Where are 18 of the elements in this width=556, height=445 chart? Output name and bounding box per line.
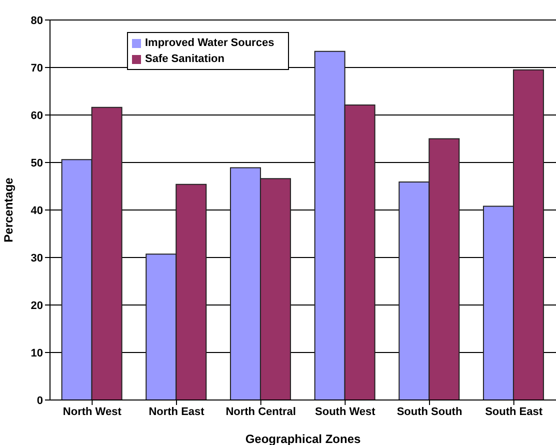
y-tick-label: 0 — [36, 394, 43, 407]
y-tick-label: 40 — [30, 204, 43, 217]
x-tick-label: South South — [396, 406, 462, 418]
legend-label: Improved Water Sources — [145, 37, 274, 49]
y-tick-label: 50 — [30, 157, 43, 170]
y-axis-title: Percentage — [1, 177, 16, 242]
x-tick-label: South East — [485, 406, 543, 418]
y-tick-label: 10 — [30, 347, 43, 360]
x-tick-label: North East — [148, 406, 205, 418]
y-tick-label: 30 — [30, 252, 43, 264]
y-tick-label: 60 — [30, 110, 43, 122]
x-tick-label: North Central — [226, 406, 296, 418]
y-tick-label: 80 — [30, 14, 43, 27]
x-tick-label: North West — [62, 406, 122, 418]
y-tick-label: 20 — [30, 300, 43, 312]
x-tick-label: South West — [315, 406, 376, 418]
legend-label: Safe Sanitation — [145, 53, 224, 65]
y-tick-label: 70 — [30, 62, 43, 74]
